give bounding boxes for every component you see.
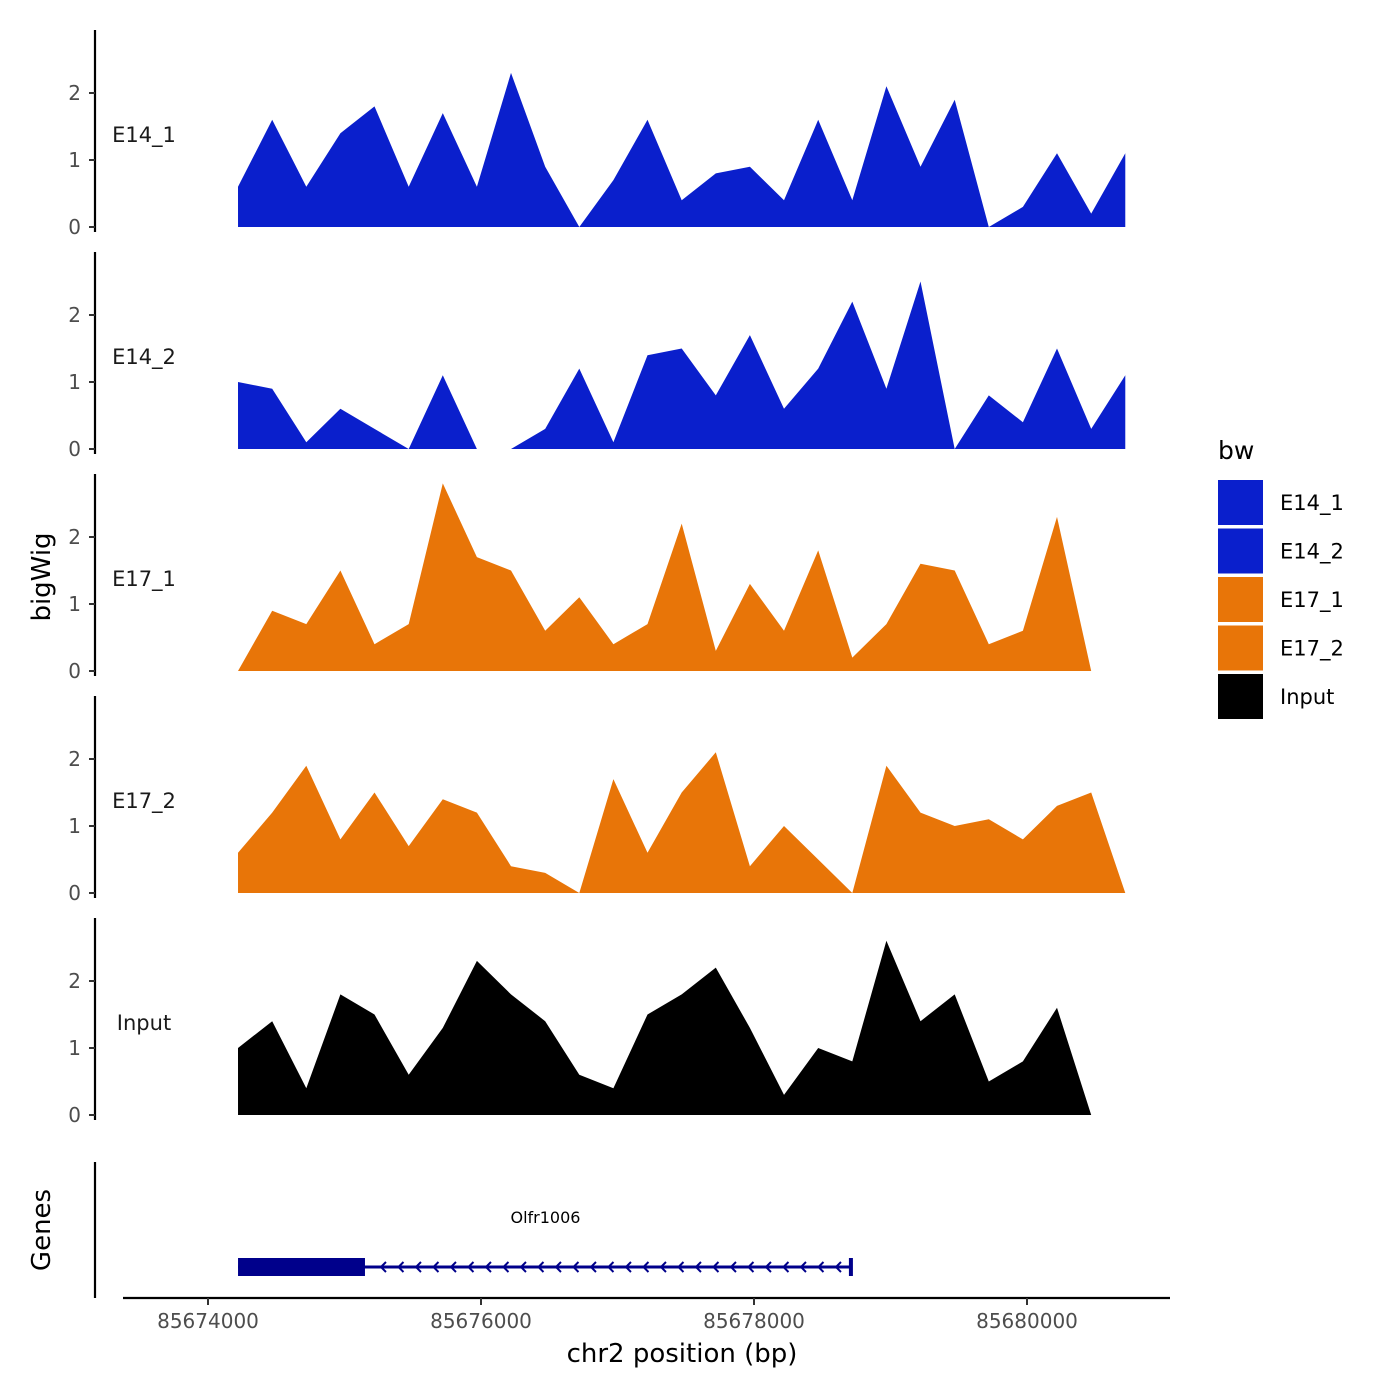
legend-title: bw [1218, 436, 1254, 465]
x-tick-label: 85676000 [430, 1309, 532, 1333]
y-tick-label: 2 [68, 747, 81, 771]
y-tick-label: 2 [68, 525, 81, 549]
y-tick-label: 0 [68, 215, 81, 239]
track-e17-2: 0 1 2 E17_2 [68, 696, 1126, 905]
x-tick-label: 85678000 [703, 1309, 805, 1333]
legend-swatch [1218, 480, 1263, 525]
gene-name-label: Olfr1006 [510, 1208, 580, 1227]
x-ticks: 85674000 85676000 85678000 85680000 [157, 1298, 1078, 1333]
legend-label: E14_2 [1280, 540, 1344, 565]
legend-label: Input [1280, 685, 1334, 709]
track-label: E14_1 [112, 123, 176, 148]
legend-label: E14_1 [1280, 491, 1344, 516]
genes-panel: Genes Olfr1006 [27, 1162, 853, 1298]
legend-entry: E14_1 [1218, 480, 1344, 525]
legend: bw E14_1 E14_2 E17_1 E17_2 Input [1218, 436, 1344, 719]
x-tick-label: 85680000 [976, 1309, 1078, 1333]
track-input: 0 1 2 Input [68, 918, 1126, 1127]
track-e14-1: 0 1 2 E14_1 [68, 30, 1126, 239]
track-e17-1: 0 1 2 E17_1 [68, 474, 1126, 683]
track-label: Input [117, 1011, 171, 1035]
coverage-area [238, 281, 1126, 449]
gene-model: Olfr1006 [238, 1208, 853, 1276]
y-tick-label: 0 [68, 659, 81, 683]
x-tick-label: 85674000 [157, 1309, 259, 1333]
y-tick-label: 1 [68, 814, 81, 838]
y-tick-label: 1 [68, 1036, 81, 1060]
track-label: E14_2 [112, 345, 176, 370]
y-tick-label: 2 [68, 303, 81, 327]
legend-entry: E14_2 [1218, 528, 1344, 574]
legend-swatch [1218, 625, 1263, 671]
x-axis-title: chr2 position (bp) [567, 1339, 798, 1369]
legend-label: E17_1 [1280, 588, 1344, 613]
legend-swatch [1218, 577, 1263, 622]
track-label: E17_2 [112, 789, 176, 814]
y-tick-label: 0 [68, 437, 81, 461]
legend-swatch [1218, 528, 1263, 574]
coverage-area [238, 483, 1126, 671]
y-tick-label: 2 [68, 969, 81, 993]
legend-entry: Input [1218, 674, 1334, 719]
y-tick-label: 0 [68, 881, 81, 905]
coverage-area [238, 72, 1126, 228]
y-axis-title: bigWig [27, 532, 57, 621]
gene-strand-arrows [379, 1261, 842, 1273]
coverage-area [238, 940, 1126, 1115]
gene-models: Olfr1006 [238, 1208, 853, 1276]
track-e14-2: 0 1 2 E14_2 [68, 252, 1126, 461]
legend-entry: E17_2 [1218, 625, 1344, 671]
legend-entry: E17_1 [1218, 577, 1344, 622]
genes-track-label: Genes [27, 1189, 57, 1271]
x-axis: 85674000 85676000 85678000 85680000 chr2 po… [123, 1296, 1170, 1369]
coverage-area [238, 752, 1126, 893]
gene-exon [238, 1258, 365, 1276]
legend-label: E17_2 [1280, 637, 1344, 662]
y-tick-label: 1 [68, 370, 81, 394]
track-label: E17_1 [112, 567, 176, 592]
y-tick-label: 2 [68, 81, 81, 105]
y-tick-label: 0 [68, 1103, 81, 1127]
coverage-tracks: 0 1 2 E14_1 0 1 2 E14_2 0 1 2 E17_1 0 1 2 E17_2 0 1 2 Input [68, 30, 1126, 1127]
y-tick-label: 1 [68, 592, 81, 616]
y-tick-label: 1 [68, 148, 81, 172]
legend-swatch [1218, 674, 1263, 719]
